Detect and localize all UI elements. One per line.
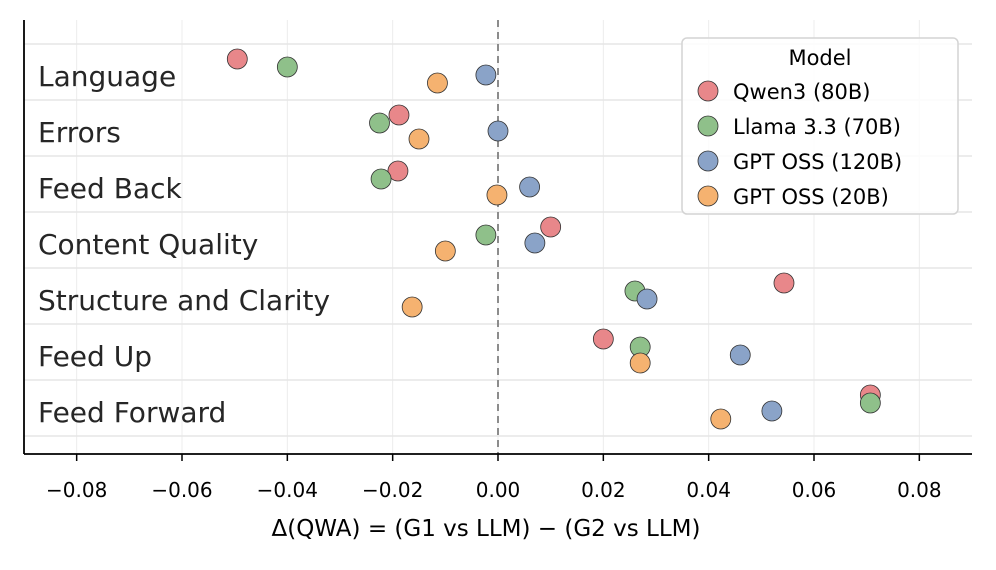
data-point: [434, 240, 456, 262]
data-point: [773, 272, 795, 294]
legend-box: [681, 37, 959, 215]
data-point: [636, 288, 658, 310]
data-point: [401, 296, 423, 318]
data-points: [226, 48, 881, 430]
x-tick-label: −0.06: [151, 478, 212, 502]
data-point: [408, 128, 430, 150]
x-tick-label: 0.06: [792, 478, 837, 502]
data-point: [475, 224, 497, 246]
legend-marker: [697, 150, 719, 172]
data-point: [226, 48, 248, 70]
legend-marker: [697, 80, 719, 102]
data-point: [388, 104, 410, 126]
data-point: [729, 344, 751, 366]
data-point: [710, 408, 732, 430]
category-labels: Language Errors Feed Back Content Quality St…: [38, 60, 330, 429]
data-point: [859, 392, 881, 414]
legend-title: Model: [788, 46, 851, 70]
legend-label: GPT OSS (20B): [733, 185, 889, 209]
category-label: Structure and Clarity: [38, 284, 330, 317]
category-label: Content Quality: [38, 228, 258, 261]
x-tick-label: −0.02: [362, 478, 423, 502]
x-tick-label: 0.02: [581, 478, 626, 502]
data-point: [524, 232, 546, 254]
x-tick-label: 0.04: [686, 478, 731, 502]
x-tick-label: 0.00: [476, 478, 521, 502]
data-point: [592, 328, 614, 350]
data-point: [540, 216, 562, 238]
category-label: Feed Up: [38, 340, 152, 373]
category-label: Errors: [38, 116, 121, 149]
x-tick-label: −0.08: [46, 478, 107, 502]
data-point: [369, 112, 390, 134]
x-tick-label: 0.08: [897, 478, 942, 502]
data-point: [370, 168, 392, 190]
x-axis-title: Δ(QWA) = (G1 vs LLM) − (G2 vs LLM): [272, 516, 701, 542]
data-point: [276, 56, 298, 78]
x-tick-label: −0.04: [257, 478, 318, 502]
legend: Model Qwen3 (80B) Llama 3.3 (70B) GPT OSS (…: [681, 37, 959, 215]
legend-label: Qwen3 (80B): [733, 80, 870, 104]
legend-label: Llama 3.3 (70B): [733, 115, 901, 139]
data-point: [519, 176, 540, 198]
data-point: [475, 64, 497, 86]
data-point: [761, 400, 783, 422]
data-point: [486, 184, 508, 206]
data-point: [427, 72, 448, 94]
x-ticks: −0.08 −0.06 −0.04 −0.02 0.00 0.02 0.04 0.06 0.08: [46, 454, 942, 502]
data-point: [487, 120, 509, 142]
data-point: [629, 352, 651, 374]
category-label: Language: [38, 60, 176, 93]
category-label: Feed Forward: [38, 396, 226, 429]
legend-marker: [697, 185, 719, 207]
legend-label: GPT OSS (120B): [733, 150, 902, 174]
data-point: [387, 160, 409, 182]
legend-marker: [697, 115, 719, 137]
category-label: Feed Back: [38, 172, 182, 205]
